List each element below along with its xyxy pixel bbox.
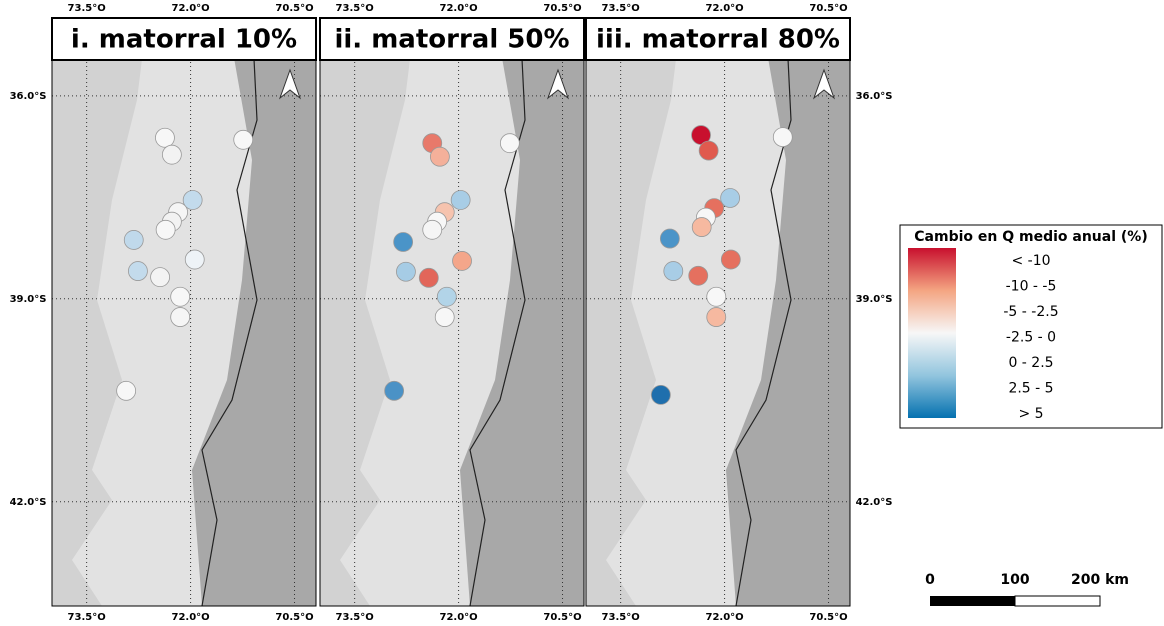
legend-colorbar bbox=[908, 248, 956, 418]
scale-label: 0 bbox=[925, 572, 935, 588]
legend-label: -10 - -5 bbox=[1006, 279, 1057, 295]
station bbox=[171, 308, 190, 327]
scale-bar-white bbox=[1015, 596, 1100, 606]
station bbox=[394, 232, 413, 251]
map-panel: ii. matorral 50% bbox=[320, 18, 584, 606]
station bbox=[156, 220, 175, 239]
station bbox=[689, 266, 708, 285]
station bbox=[124, 230, 143, 249]
scale-label: 200 km bbox=[1071, 572, 1129, 588]
lon-tick-label: 72.0°O bbox=[171, 3, 209, 14]
lon-tick-label: 70.5°O bbox=[543, 3, 581, 14]
lon-tick-label: 70.5°O bbox=[809, 612, 847, 623]
station bbox=[699, 141, 718, 160]
lon-tick-label: 72.0°O bbox=[705, 3, 743, 14]
station bbox=[151, 268, 170, 287]
station bbox=[385, 381, 404, 400]
station bbox=[117, 381, 136, 400]
station bbox=[451, 191, 470, 210]
station bbox=[128, 262, 147, 281]
lon-tick-label: 73.5°O bbox=[68, 3, 106, 14]
station bbox=[171, 287, 190, 306]
station bbox=[707, 287, 726, 306]
lon-tick-label: 72.0°O bbox=[171, 612, 209, 623]
station bbox=[664, 262, 683, 281]
station bbox=[453, 251, 472, 270]
map-panel: i. matorral 10% bbox=[52, 18, 316, 606]
lat-tick-label: 36.0°S bbox=[856, 91, 893, 102]
station bbox=[500, 134, 519, 153]
station bbox=[651, 385, 670, 404]
lon-tick-label: 70.5°O bbox=[275, 612, 313, 623]
station bbox=[435, 308, 454, 327]
station bbox=[660, 229, 679, 248]
lon-tick-label: 70.5°O bbox=[275, 3, 313, 14]
scale-label: 100 bbox=[1000, 572, 1029, 588]
lon-tick-label: 70.5°O bbox=[543, 612, 581, 623]
legend-label: < -10 bbox=[1011, 253, 1050, 269]
legend-label: > 5 bbox=[1018, 406, 1043, 422]
station bbox=[162, 145, 181, 164]
station bbox=[419, 268, 438, 287]
lat-tick-label: 36.0°S bbox=[10, 91, 47, 102]
station bbox=[155, 128, 174, 147]
panel-title: iii. matorral 80% bbox=[596, 25, 840, 55]
station bbox=[773, 128, 792, 147]
station bbox=[423, 220, 442, 239]
station bbox=[692, 218, 711, 237]
station bbox=[185, 250, 204, 269]
panel-title: ii. matorral 50% bbox=[334, 25, 569, 55]
figure: Cambio en Q medio anual (%) < -10 -10 - -… bbox=[0, 0, 1164, 626]
lat-tick-label: 42.0°S bbox=[856, 497, 893, 508]
legend-title: Cambio en Q medio anual (%) bbox=[914, 229, 1147, 245]
legend-label: 0 - 2.5 bbox=[1008, 355, 1053, 371]
lon-tick-label: 72.0°O bbox=[439, 3, 477, 14]
lon-tick-label: 73.5°O bbox=[68, 612, 106, 623]
station bbox=[234, 130, 253, 149]
station bbox=[430, 147, 449, 166]
legend-label: 2.5 - 5 bbox=[1008, 381, 1053, 397]
map-panel: iii. matorral 80% bbox=[586, 18, 850, 606]
lat-tick-label: 39.0°S bbox=[10, 294, 47, 305]
lon-tick-label: 72.0°O bbox=[439, 612, 477, 623]
lat-tick-label: 39.0°S bbox=[856, 294, 893, 305]
lat-tick-label: 42.0°S bbox=[10, 497, 47, 508]
station bbox=[437, 287, 456, 306]
lon-tick-label: 73.5°O bbox=[602, 3, 640, 14]
legend-label: -5 - -2.5 bbox=[1003, 304, 1058, 320]
scale-bar-black bbox=[930, 596, 1015, 606]
legend-label: -2.5 - 0 bbox=[1006, 330, 1056, 346]
lon-tick-label: 73.5°O bbox=[336, 612, 374, 623]
lon-tick-label: 70.5°O bbox=[809, 3, 847, 14]
lon-tick-label: 72.0°O bbox=[705, 612, 743, 623]
panel-title: i. matorral 10% bbox=[71, 25, 297, 55]
lon-tick-label: 73.5°O bbox=[602, 612, 640, 623]
station bbox=[396, 262, 415, 281]
station bbox=[721, 250, 740, 269]
station bbox=[721, 188, 740, 207]
station bbox=[707, 308, 726, 327]
lon-tick-label: 73.5°O bbox=[336, 3, 374, 14]
